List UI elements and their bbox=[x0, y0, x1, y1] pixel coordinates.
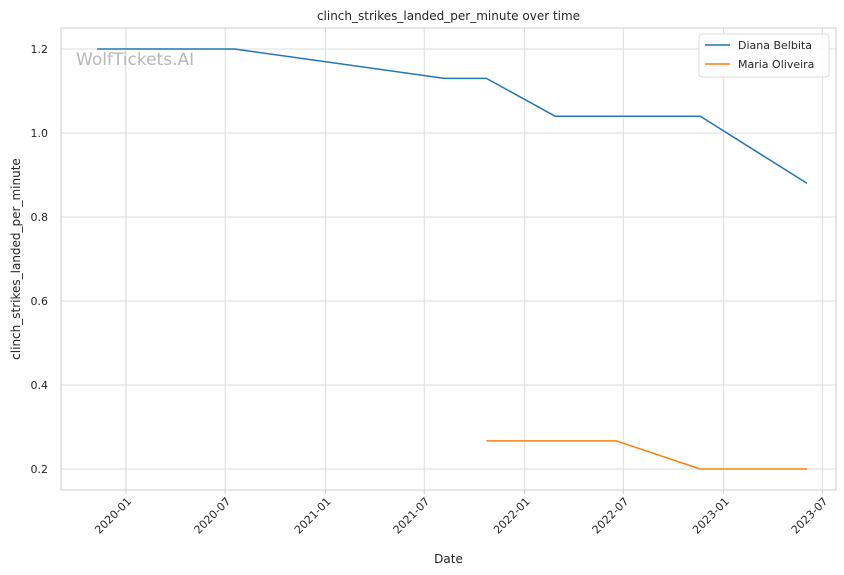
y-tick-label: 0.6 bbox=[31, 295, 49, 308]
gridlines bbox=[61, 28, 836, 490]
x-tick-label: 2020-01 bbox=[92, 495, 134, 537]
chart-title: clinch_strikes_landed_per_minute over ti… bbox=[317, 9, 580, 23]
y-tick-label: 0.8 bbox=[31, 211, 49, 224]
x-tick-label: 2022-01 bbox=[491, 495, 533, 537]
y-tick-label: 1.2 bbox=[31, 43, 49, 56]
x-axis-title: Date bbox=[434, 552, 463, 566]
x-tick-label: 2023-07 bbox=[789, 495, 831, 537]
x-tick-label: 2020-07 bbox=[192, 495, 234, 537]
x-tick-label: 2023-01 bbox=[690, 495, 732, 537]
y-axis-ticks: 0.2 0.4 0.6 0.8 1.0 1.2 bbox=[31, 43, 49, 476]
y-tick-label: 0.2 bbox=[31, 463, 49, 476]
series-line-maria-oliveira bbox=[486, 440, 808, 470]
x-tick-label: 2021-07 bbox=[391, 495, 433, 537]
plot-frame bbox=[60, 27, 837, 491]
legend: Diana Belbita Maria Oliveira bbox=[698, 33, 830, 78]
y-tick-label: 0.4 bbox=[31, 379, 49, 392]
legend-box bbox=[698, 33, 830, 78]
x-axis-ticks: 2020-01 2020-07 2021-01 2021-07 2022-01 2022-… bbox=[92, 490, 830, 537]
y-axis-title: clinch_strikes_landed_per_minute bbox=[9, 158, 23, 360]
series-lines bbox=[96, 48, 808, 470]
watermark-text: WolfTickets.AI bbox=[76, 50, 194, 70]
legend-label-diana-belbita: Diana Belbita bbox=[738, 39, 812, 52]
legend-label-maria-oliveira: Maria Oliveira bbox=[738, 58, 814, 71]
x-tick-label: 2021-01 bbox=[292, 495, 334, 537]
x-tick-label: 2022-07 bbox=[590, 495, 632, 537]
y-tick-label: 1.0 bbox=[31, 127, 49, 140]
